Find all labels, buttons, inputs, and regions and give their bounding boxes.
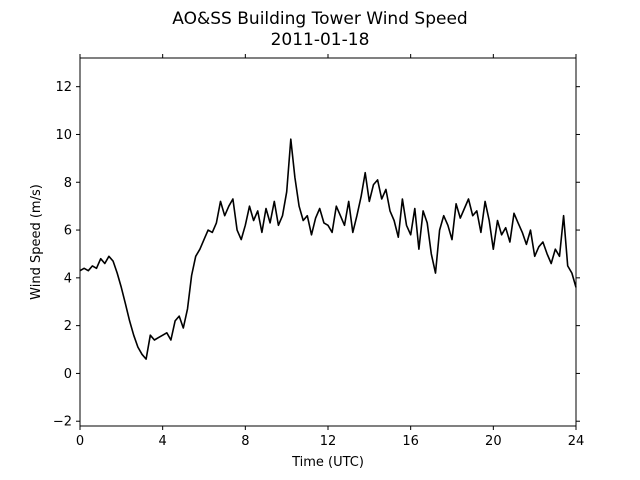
x-tick-label: 8 — [241, 434, 249, 449]
chart-subtitle: 2011-01-18 — [271, 30, 370, 50]
x-tick-label: 16 — [402, 434, 419, 449]
y-tick-label: 4 — [64, 271, 72, 286]
plot-frame — [79, 57, 577, 427]
x-tick-label: 20 — [485, 434, 502, 449]
y-axis-ticks: −2 0 2 4 6 8 10 12 — [53, 80, 580, 430]
y-tick-label: 2 — [64, 319, 72, 334]
y-axis-label: Wind Speed (m/s) — [29, 184, 44, 300]
y-tick-label: 0 — [64, 367, 72, 382]
y-tick-label: 6 — [64, 224, 72, 239]
wind-speed-line — [79, 138, 577, 360]
chart-title: AO&SS Building Tower Wind Speed — [172, 9, 467, 29]
x-tick-label: 24 — [568, 434, 585, 449]
y-tick-label: 10 — [55, 128, 72, 143]
y-tick-label: 12 — [55, 80, 72, 95]
x-axis-label: Time (UTC) — [291, 455, 364, 470]
y-tick-label: −2 — [53, 415, 72, 430]
x-tick-label: 4 — [159, 434, 167, 449]
y-tick-label: 8 — [64, 176, 72, 191]
x-tick-label: 12 — [320, 434, 337, 449]
x-axis-ticks: 0 4 8 12 16 20 24 — [76, 54, 584, 449]
x-tick-label: 0 — [76, 434, 84, 449]
